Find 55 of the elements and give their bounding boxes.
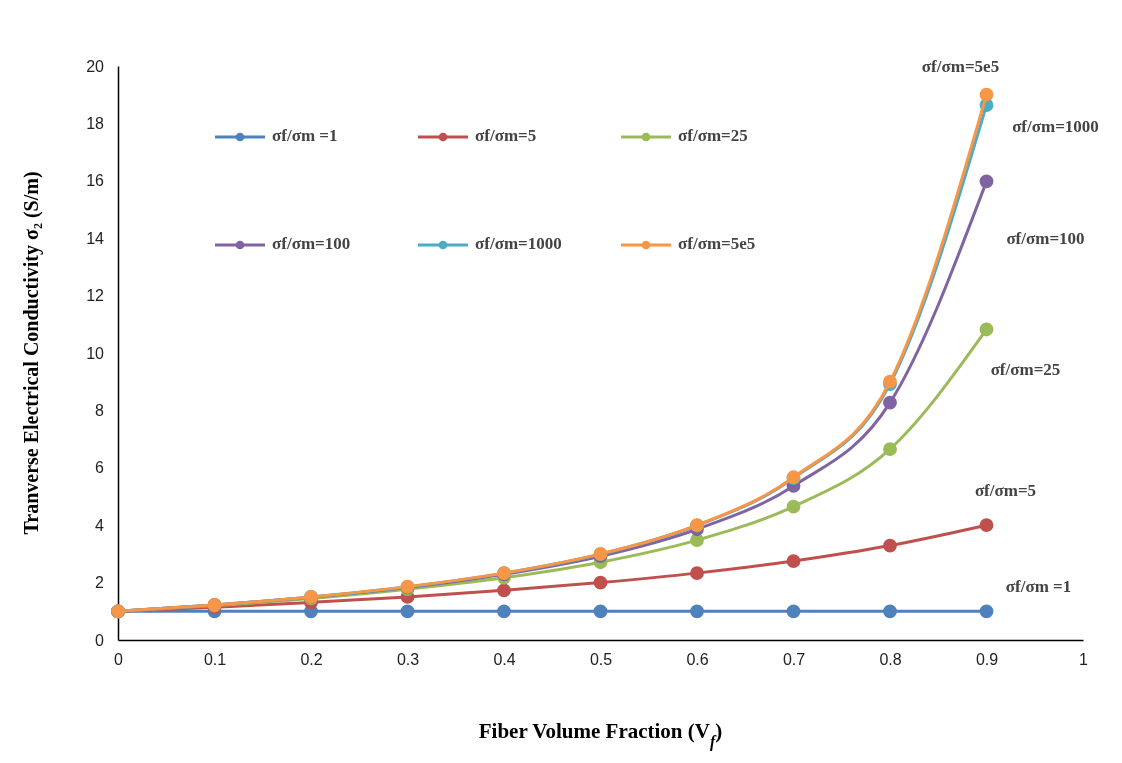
legend-label: σf/σm =1 <box>272 125 338 145</box>
y-tick-label: 16 <box>86 172 105 190</box>
x-tick-label: 0.2 <box>300 651 323 669</box>
text: σf/σm =1 <box>1005 577 1072 597</box>
point <box>883 395 897 410</box>
x-tick-label: 0.5 <box>589 651 613 669</box>
y-axis-title: Tranverse Electrical Conductivity σ₂ (S/m) <box>20 171 43 535</box>
legend-label: σf/σm=1000 <box>475 233 562 253</box>
x-tick-label: 0.1 <box>203 651 227 669</box>
point <box>786 554 801 568</box>
point <box>593 604 608 619</box>
y-tick-label: 12 <box>86 287 105 305</box>
y-tick-label: 2 <box>95 574 105 592</box>
y-tick-label: 10 <box>86 344 105 362</box>
point <box>400 604 415 619</box>
point <box>883 442 897 457</box>
x-tick-label: 0.4 <box>493 651 516 669</box>
point <box>593 575 608 590</box>
legend-label: σf/σm=100 <box>272 233 351 253</box>
text: σf/σm=5e5 <box>921 56 1000 76</box>
point <box>979 518 994 533</box>
point <box>690 566 704 581</box>
x-axis-title: Fiber Volume Fraction (V$_{f}$) <box>478 719 723 751</box>
point <box>883 604 897 619</box>
point <box>883 538 897 553</box>
point <box>497 604 511 619</box>
point <box>497 583 511 598</box>
y-tick-label: 14 <box>86 229 105 247</box>
legend-label: σf/σm=5e5 <box>678 233 756 253</box>
point <box>979 174 994 189</box>
y-tick-label: 8 <box>95 402 105 420</box>
legend-label: σf/σm=5 <box>475 125 537 145</box>
point <box>979 604 994 619</box>
x-tick-label: 0.7 <box>782 651 806 669</box>
point <box>786 499 801 514</box>
text: σf/σm=100 <box>1006 229 1085 249</box>
y-tick-label: 20 <box>86 57 105 75</box>
point <box>786 604 801 619</box>
text: σf/σm=1000 <box>1012 116 1099 136</box>
x-tick-label: 0.8 <box>879 651 902 669</box>
x-tick-label: 0.9 <box>975 651 999 669</box>
point <box>979 87 994 102</box>
y-tick-label: 0 <box>95 631 105 649</box>
y-tick-label: 6 <box>95 459 105 477</box>
text: σf/σm=25 <box>990 360 1061 380</box>
y-tick-label: 4 <box>95 516 105 534</box>
x-tick-label: 0 <box>114 651 124 669</box>
x-tick-label: 1 <box>1079 651 1089 669</box>
point <box>690 604 704 619</box>
x-tick-label: 0.3 <box>396 651 420 669</box>
point <box>979 322 994 337</box>
text: σf/σm=5 <box>974 481 1037 501</box>
x-tick-label: 0.6 <box>686 651 709 669</box>
legend-label: σf/σm=25 <box>678 125 748 145</box>
y-tick-label: 18 <box>86 115 105 133</box>
